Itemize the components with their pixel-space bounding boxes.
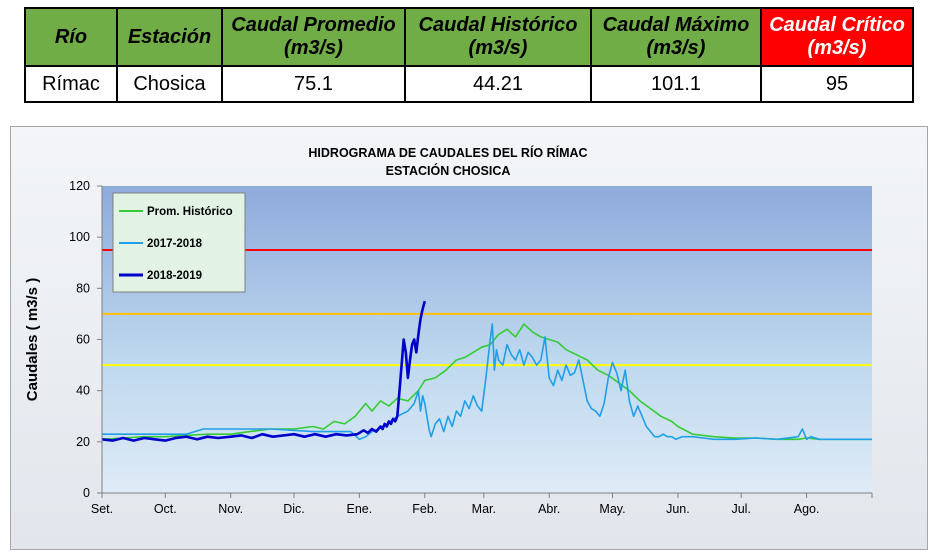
header-rio: Río (25, 8, 117, 66)
header-caudal-critico: Caudal Crítico (m3/s) (761, 8, 913, 66)
cell-caudal-maximo: 101.1 (591, 66, 761, 102)
legend: Prom. Histórico 2017-2018 2018-2019 (113, 193, 245, 292)
x-tick-label: Dic. (283, 502, 305, 516)
header-estacion-label: Estación (128, 26, 211, 48)
header-caudal-maximo-line1: Caudal Máximo (603, 14, 750, 36)
x-tick-label: Feb. (412, 502, 437, 516)
hydrograph-chart: HIDROGRAMA DE CAUDALES DEL RÍO RÍMAC EST… (10, 126, 928, 550)
legend-label-1: Prom. Histórico (147, 206, 233, 218)
cell-caudal-historico: 44.21 (405, 66, 591, 102)
x-tick-label: Ene. (347, 502, 373, 516)
chart-title-line2: ESTACIÓN CHOSICA (386, 163, 511, 178)
y-tick-label: 40 (76, 384, 90, 398)
y-tick-label: 120 (69, 179, 90, 193)
legend-label-2: 2017-2018 (147, 238, 203, 250)
header-caudal-historico-line2: (m3/s) (469, 37, 528, 59)
header-caudal-historico-line1: Caudal Histórico (419, 14, 578, 36)
y-tick-label: 60 (76, 333, 90, 347)
legend-label-3: 2018-2019 (147, 270, 202, 282)
x-tick-label: May. (599, 502, 625, 516)
cell-caudal-promedio: 75.1 (222, 66, 405, 102)
y-tick-label: 80 (76, 281, 90, 295)
header-rio-label: Río (55, 26, 87, 48)
header-caudal-promedio-line2: (m3/s) (284, 37, 343, 59)
x-tick-label: Jun. (666, 502, 690, 516)
x-tick-label: Set. (91, 502, 113, 516)
y-tick-label: 100 (69, 230, 90, 244)
x-tick-label: Oct. (154, 502, 177, 516)
header-estacion: Estación (117, 8, 222, 66)
cell-rio: Rímac (25, 66, 117, 102)
x-tick-label: Abr. (538, 502, 560, 516)
x-tick-label: Jul. (731, 502, 750, 516)
header-caudal-maximo: Caudal Máximo (m3/s) (591, 8, 761, 66)
y-tick-label: 0 (83, 486, 90, 500)
header-caudal-maximo-line2: (m3/s) (647, 37, 706, 59)
table-header-row: Río Estación Caudal Promedio (m3/s) Cauda… (25, 8, 913, 66)
y-axis-label: Caudales ( m3/s ) (24, 278, 41, 401)
header-caudal-promedio-line1: Caudal Promedio (231, 14, 395, 36)
header-caudal-historico: Caudal Histórico (m3/s) (405, 8, 591, 66)
y-tick-label: 20 (76, 435, 90, 449)
x-tick-label: Nov. (218, 502, 243, 516)
x-tick-label: Ago. (794, 502, 820, 516)
cell-estacion: Chosica (117, 66, 222, 102)
x-tick-label: Mar. (472, 502, 496, 516)
cell-caudal-critico: 95 (761, 66, 913, 102)
header-caudal-critico-line1: Caudal Crítico (769, 14, 905, 36)
flow-summary-table: Río Estación Caudal Promedio (m3/s) Cauda… (24, 7, 914, 103)
chart-title-line1: HIDROGRAMA DE CAUDALES DEL RÍO RÍMAC (308, 145, 587, 160)
table-row: Rímac Chosica 75.1 44.21 101.1 95 (25, 66, 913, 102)
header-caudal-promedio: Caudal Promedio (m3/s) (222, 8, 405, 66)
hydrograph-svg: HIDROGRAMA DE CAUDALES DEL RÍO RÍMAC EST… (11, 127, 927, 549)
header-caudal-critico-line2: (m3/s) (808, 37, 867, 59)
